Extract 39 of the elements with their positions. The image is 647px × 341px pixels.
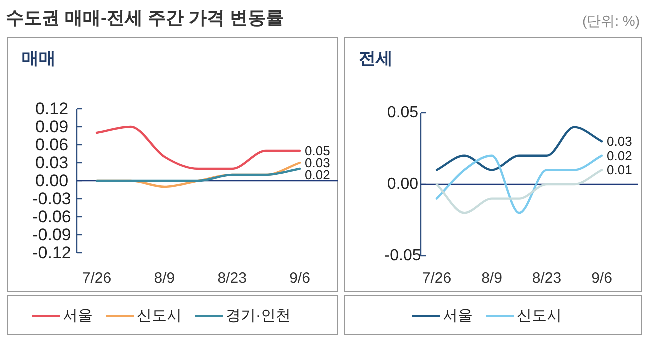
line-series [96, 126, 302, 170]
chart-title: 전세 [359, 49, 393, 68]
line-series [436, 169, 604, 214]
data-label: 0.03 [305, 156, 330, 170]
legend-label: 서울 [443, 308, 473, 324]
y-tick-label: 0.09 [35, 118, 69, 136]
y-tick-label: 0.03 [35, 154, 69, 172]
data-label: 0.02 [305, 168, 330, 182]
y-tick-label: 0.06 [35, 136, 69, 154]
legend-label: 신도시 [137, 308, 182, 324]
y-tick-label: -0.05 [384, 248, 422, 264]
y-tick-label: -0.03 [32, 190, 72, 208]
y-tick-label: 0.12 [35, 100, 69, 118]
y-tick-label: 0.00 [387, 176, 419, 193]
data-label: 0.05 [305, 144, 330, 158]
x-tick-label: 8/23 [218, 270, 247, 287]
x-tick-label: 8/23 [532, 270, 562, 287]
legend-label: 경기·인천 [226, 308, 291, 324]
x-tick-label: 9/6 [290, 270, 310, 287]
y-tick-label: -0.06 [32, 208, 72, 226]
text: (단위: %) [582, 13, 640, 29]
line-series [436, 154, 604, 214]
legend-label: 신도시 [517, 308, 562, 324]
chart-title: 매매 [22, 49, 56, 68]
y-tick-label: 0.00 [35, 172, 69, 190]
data-label: 0.02 [607, 148, 632, 164]
text: 수도권 매매-전세 주간 가격 변동률 [6, 8, 284, 28]
x-tick-label: 7/26 [422, 270, 452, 287]
x-tick-label: 9/6 [592, 270, 612, 287]
legend-label: 서울 [63, 308, 93, 324]
y-tick-label: 0.05 [387, 104, 419, 122]
line-series [436, 126, 604, 172]
x-tick-label: 8/9 [482, 270, 502, 287]
y-tick-label: -0.09 [32, 226, 72, 244]
data-label: 0.03 [607, 134, 632, 150]
x-tick-label: 8/9 [154, 270, 176, 287]
y-tick-label: -0.12 [32, 244, 72, 262]
data-label: 0.01 [607, 162, 632, 178]
x-tick-label: 7/26 [82, 270, 112, 287]
